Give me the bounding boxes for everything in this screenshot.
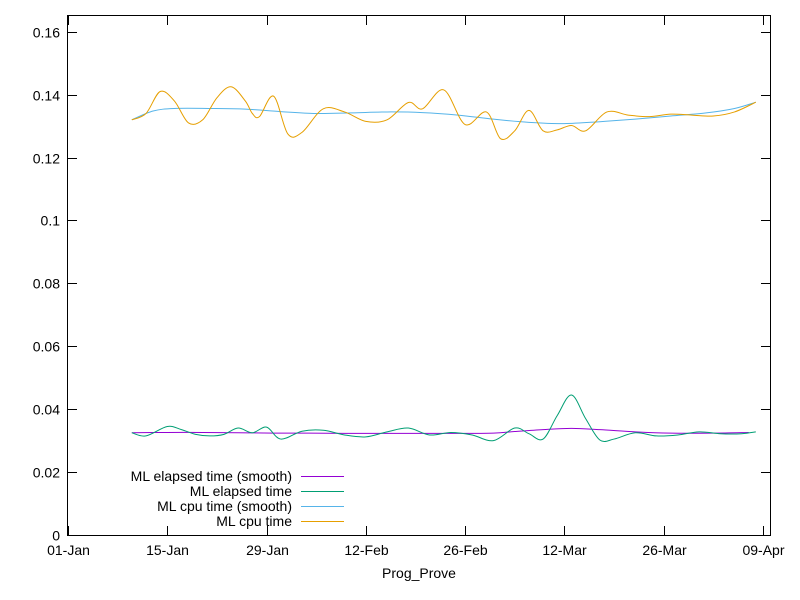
- y-tick-label: 0.1: [41, 213, 61, 229]
- plot-frame: [67, 15, 771, 536]
- y-tick-label: 0.16: [33, 25, 60, 41]
- y-tick-label: 0.12: [33, 151, 60, 167]
- x-tick-label: 15-Jan: [146, 542, 189, 558]
- series-layer: [131, 86, 757, 443]
- y-tick-label: 0.02: [33, 465, 60, 481]
- legend-label: ML elapsed time (smooth): [131, 468, 292, 484]
- legend-label: ML cpu time (smooth): [157, 498, 292, 514]
- y-tick-label: 0.04: [33, 402, 60, 418]
- x-tick-label: 01-Jan: [47, 542, 90, 558]
- tick-layer: 0 0.02 0.04 0.06 0.08 0.1 0.12 0.14 0.16 01-Jan 15…: [33, 16, 785, 558]
- y-tick-label: 0.14: [33, 88, 60, 104]
- x-tick-label: 09-Apr: [742, 542, 784, 558]
- series-line-1: [131, 427, 749, 434]
- series-line-4: [131, 86, 757, 140]
- legend: ML elapsed time (smooth)ML elapsed timeM…: [131, 468, 344, 529]
- series-line-2: [131, 394, 756, 443]
- y-tick-label: 0: [52, 528, 60, 544]
- series-line-3: [131, 101, 756, 125]
- x-tick-label: 29-Jan: [246, 542, 289, 558]
- x-tick-label: 26-Mar: [642, 542, 687, 558]
- y-tick-label: 0.08: [33, 276, 60, 292]
- x-axis-title: Prog_Prove: [382, 565, 456, 581]
- legend-label: ML cpu time: [216, 513, 292, 529]
- y-tick-label: 0.06: [33, 339, 60, 355]
- x-tick-label: 26-Feb: [443, 542, 488, 558]
- legend-label: ML elapsed time: [190, 483, 292, 499]
- x-tick-label: 12-Mar: [542, 542, 587, 558]
- x-tick-label: 12-Feb: [344, 542, 389, 558]
